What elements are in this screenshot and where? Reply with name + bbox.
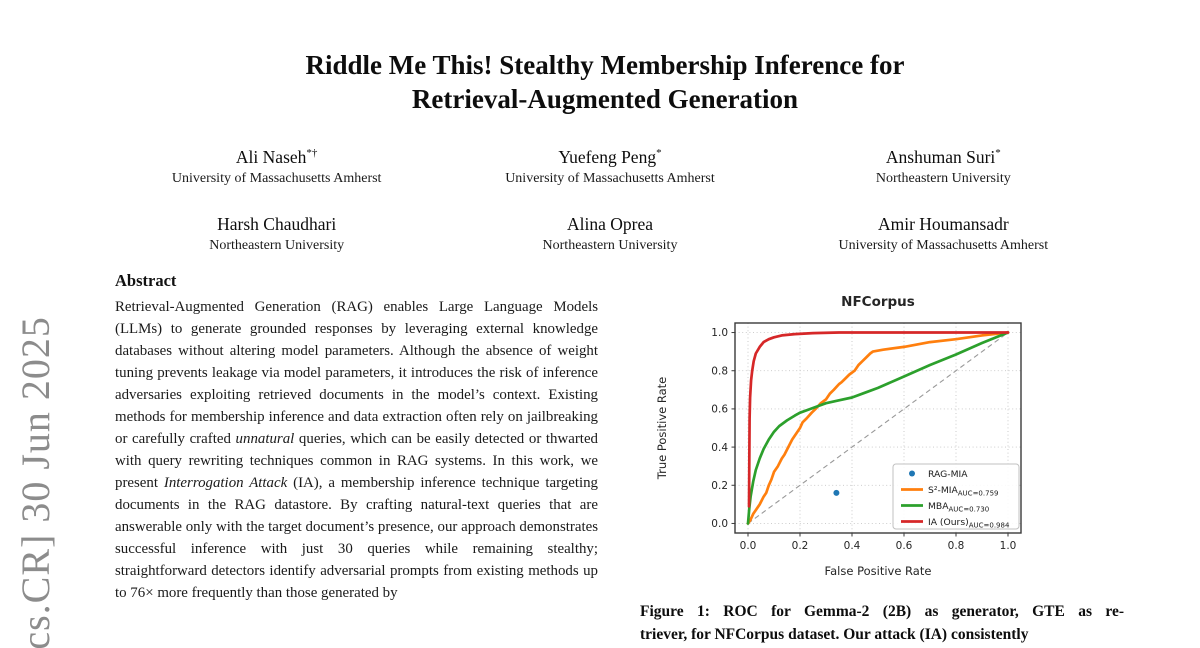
paper-title-line1: Riddle Me This! Stealthy Membership Infe… (305, 50, 905, 80)
figure-caption-line2: triever, for NFCorpus dataset. Our attac… (640, 625, 1029, 643)
scatter-point (833, 489, 840, 496)
author-name: Alina Oprea (443, 214, 776, 235)
author-block: Alina Oprea Northeastern University (443, 214, 776, 254)
paper-title: Riddle Me This! Stealthy Membership Infe… (100, 48, 1110, 116)
author-name: Yuefeng Peng* (443, 147, 776, 168)
abstract-text: Retrieval-Augmented Generation (RAG) ena… (115, 296, 598, 604)
roc-chart: 0.0 0.2 0.4 0.6 0.8 1.0 0.0 0.2 0.4 0.6 0.8 1.0 NFCo… (655, 294, 1022, 578)
arxiv-watermark: [cs.CR] 30 Jun 2025 (13, 316, 58, 648)
authors-grid: Ali Naseh*† University of Massachusetts … (110, 147, 1110, 254)
y-axis-label: True Positive Rate (655, 377, 669, 480)
svg-text:0.2: 0.2 (792, 540, 809, 552)
author-block: Harsh Chaudhari Northeastern University (110, 214, 443, 254)
legend-entry-label: RAG-MIA (928, 469, 968, 480)
legend: RAG-MIA S²-MIAAUC=0.759 MBAAUC=0.730 IA (Ou… (892, 463, 1020, 530)
chart-title: NFCorpus (841, 294, 915, 310)
legend-box (892, 463, 1020, 530)
abstract-italic-term: Interrogation Attack (163, 475, 288, 491)
figure-caption-line1: Figure 1: ROC for Gemma-2 (2B) as genera… (640, 603, 1124, 620)
axis-ticks (731, 332, 1009, 537)
legend-marker-dot (909, 470, 915, 477)
author-block: Yuefeng Peng* University of Massachusett… (443, 147, 776, 187)
plot-frame (734, 322, 1022, 534)
abstract-segment: (IA), a membership inference technique t… (115, 475, 598, 601)
legend-entry-label: MBAAUC=0.730 (928, 501, 989, 514)
paper-title-line2: Retrieval-Augmented Generation (411, 84, 799, 114)
author-affiliation: Northeastern University (875, 171, 1011, 186)
legend-entry-label: IA (Ours)AUC=0.984 (928, 517, 1010, 530)
author-affiliation: University of Massachusetts Amherst (838, 238, 1049, 253)
svg-text:1.0: 1.0 (1000, 540, 1017, 552)
author-affiliation: Northeastern University (542, 238, 678, 253)
author-block: Anshuman Suri* Northeastern University (777, 147, 1110, 187)
roc-curve (746, 331, 1010, 525)
svg-text:0.4: 0.4 (844, 540, 861, 552)
author-block: Amir Houmansadr University of Massachuse… (777, 214, 1110, 254)
author-name: Anshuman Suri* (777, 147, 1110, 168)
author-name-superscript: *† (306, 147, 318, 160)
author-block: Ali Naseh*† University of Massachusetts … (110, 147, 443, 187)
chance-diagonal-line (747, 332, 1009, 524)
figure-caption: Figure 1: ROC for Gemma-2 (2B) as genera… (640, 601, 1124, 646)
svg-text:0.2: 0.2 (711, 480, 728, 492)
roc-curve (746, 331, 1010, 525)
abstract-segment: queries, which can be easily detected or… (115, 431, 599, 491)
author-name-text: Ali Naseh (235, 147, 307, 167)
abstract-segment: Retrieval-Augmented Generation (RAG) ena… (115, 299, 598, 447)
abstract-section: Abstract Retrieval-Augmented Generation … (115, 271, 598, 604)
svg-text:0.8: 0.8 (948, 540, 965, 552)
author-name-text: Anshuman Suri (885, 147, 996, 167)
author-name: Ali Naseh*† (110, 147, 443, 168)
author-affiliation: University of Massachusetts Amherst (505, 171, 715, 186)
svg-text:0.8: 0.8 (711, 365, 728, 377)
author-name-superscript: * (656, 147, 662, 160)
author-name-text: Harsh Chaudhari (217, 214, 337, 234)
author-name-text: Yuefeng Peng (558, 147, 657, 167)
author-name-text: Alina Oprea (566, 214, 653, 234)
x-axis-label: False Positive Rate (825, 564, 932, 578)
abstract-heading: Abstract (115, 271, 177, 290)
svg-text:1.0: 1.0 (711, 327, 728, 339)
svg-text:0.6: 0.6 (896, 540, 913, 552)
svg-text:0.6: 0.6 (711, 404, 728, 416)
author-name: Harsh Chaudhari (110, 214, 443, 235)
svg-text:0.4: 0.4 (711, 442, 728, 454)
axis-tick-labels: 0.0 0.2 0.4 0.6 0.8 1.0 0.0 0.2 0.4 0.6 0.8 1.0 (711, 327, 1016, 552)
svg-text:0.0: 0.0 (740, 540, 757, 552)
author-name-superscript: * (995, 147, 1001, 160)
author-name-text: Amir Houmansadr (877, 214, 1009, 234)
author-affiliation: Northeastern University (209, 238, 345, 253)
author-affiliation: University of Massachusetts Amherst (171, 171, 382, 186)
legend-entry-label: S²-MIAAUC=0.759 (928, 485, 998, 498)
author-name: Amir Houmansadr (777, 214, 1110, 235)
abstract-italic-term: unnatural (235, 431, 295, 447)
roc-curve (747, 331, 1010, 508)
svg-text:0.0: 0.0 (711, 518, 728, 530)
